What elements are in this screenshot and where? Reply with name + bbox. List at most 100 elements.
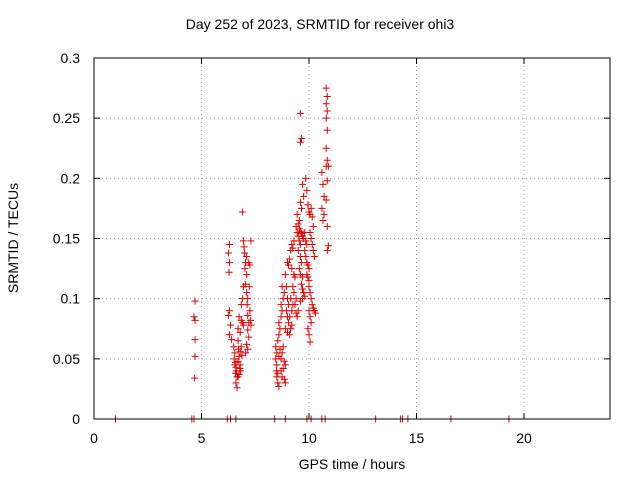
data-point	[305, 277, 313, 285]
data-point	[294, 247, 302, 255]
data-point	[302, 253, 310, 261]
data-point	[276, 345, 284, 353]
data-point	[301, 247, 309, 255]
data-point	[245, 283, 253, 291]
data-point	[243, 289, 251, 297]
data-point	[322, 114, 330, 122]
data-point	[302, 174, 310, 182]
data-point	[323, 247, 331, 255]
data-point	[225, 331, 233, 339]
data-point	[234, 325, 242, 333]
data-point	[281, 271, 289, 279]
data-point	[292, 295, 300, 303]
data-point	[322, 84, 330, 92]
x-tick-label: 15	[409, 430, 425, 446]
data-point	[289, 283, 297, 291]
x-axis-label: GPS time / hours	[298, 456, 406, 472]
data-point	[300, 289, 308, 297]
x-tick-label: 5	[198, 430, 206, 446]
y-tick-label: 0.1	[61, 291, 81, 307]
data-point	[191, 336, 199, 344]
data-point	[245, 333, 253, 341]
data-point	[273, 361, 281, 369]
data-point	[306, 289, 314, 297]
data-point	[323, 222, 331, 230]
data-point	[238, 208, 246, 216]
data-point	[244, 295, 252, 303]
data-point	[305, 331, 313, 339]
data-point	[243, 271, 251, 279]
data-point	[232, 379, 240, 387]
data-point	[225, 241, 233, 249]
data-point	[300, 192, 308, 200]
data-point	[275, 352, 283, 360]
data-point	[244, 312, 252, 320]
data-point	[275, 383, 283, 391]
data-point	[293, 228, 301, 236]
data-point	[241, 249, 248, 257]
data-point	[244, 345, 252, 353]
data-point	[302, 237, 310, 245]
data-point	[243, 301, 251, 309]
data-point	[307, 204, 315, 212]
data-point	[242, 280, 250, 288]
data-point	[291, 273, 299, 281]
data-point	[303, 186, 311, 194]
data-point	[299, 285, 307, 293]
data-point	[320, 210, 328, 218]
data-point	[235, 313, 243, 321]
data-point	[290, 289, 298, 297]
data-point	[286, 255, 294, 263]
data-point	[308, 241, 316, 249]
plot-frame	[93, 57, 611, 420]
data-point	[275, 331, 283, 339]
data-point	[323, 177, 331, 185]
data-point	[272, 343, 280, 351]
data-points	[112, 84, 513, 423]
data-point	[191, 374, 199, 382]
data-point	[306, 338, 314, 346]
data-point	[239, 237, 247, 245]
data-point	[234, 337, 242, 345]
data-point	[288, 241, 296, 249]
data-point	[191, 297, 199, 305]
y-tick-label: 0.05	[53, 351, 80, 367]
data-point	[286, 331, 294, 339]
data-point	[297, 135, 305, 143]
data-point	[231, 369, 239, 377]
data-point	[323, 126, 331, 134]
data-point	[281, 361, 289, 369]
data-point	[296, 241, 304, 249]
y-axis-label: SRMTID / TECUs	[5, 182, 21, 294]
data-point	[304, 325, 312, 333]
data-point	[234, 373, 242, 381]
y-tick-label: 0	[72, 411, 80, 427]
data-point	[293, 313, 301, 321]
data-point	[307, 235, 315, 242]
data-point	[294, 220, 302, 228]
data-point	[318, 168, 326, 176]
data-point	[225, 307, 233, 315]
data-point	[244, 326, 252, 334]
data-point	[296, 109, 304, 117]
data-point	[305, 283, 313, 291]
data-point	[322, 100, 330, 108]
data-point	[246, 307, 254, 315]
data-point	[239, 321, 247, 329]
data-point	[311, 309, 319, 317]
data-point	[297, 280, 305, 288]
data-point	[234, 357, 242, 365]
data-point	[308, 213, 316, 221]
data-point	[295, 237, 303, 245]
data-point	[240, 243, 248, 251]
data-point	[224, 249, 232, 257]
data-point	[295, 216, 303, 224]
data-point	[306, 313, 314, 321]
data-point	[295, 265, 303, 273]
data-point	[291, 301, 299, 309]
data-point	[310, 253, 318, 261]
data-point	[322, 144, 330, 152]
data-point	[307, 319, 315, 327]
data-point	[236, 328, 244, 336]
